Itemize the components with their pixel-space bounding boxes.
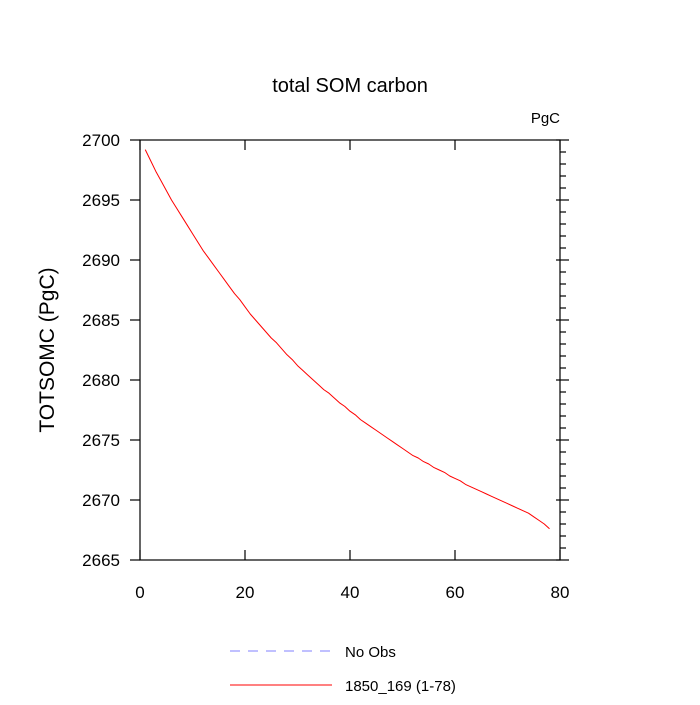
- y-tick-label: 2665: [82, 551, 120, 570]
- chart-title: total SOM carbon: [272, 75, 428, 97]
- legend-item-no-obs: No Obs: [230, 644, 396, 661]
- series-line-0: [144, 149, 550, 530]
- y-axis-label: TOTSOMC (PgC): [36, 267, 59, 432]
- y-tick-label: 2695: [82, 191, 120, 210]
- tick-labels: 0 20 40 60 80 2665 2670 2675 2680 2685 2690 2695 270…: [82, 131, 569, 602]
- series-layer: [144, 149, 550, 530]
- x-tick-label: 60: [446, 583, 465, 602]
- y-tick-label: 2670: [82, 491, 120, 510]
- y-tick-label: 2675: [82, 431, 120, 450]
- plot-frame: [139, 139, 561, 561]
- x-tick-label: 80: [551, 583, 570, 602]
- x-tick-label: 40: [341, 583, 360, 602]
- legend-label-1850-169: 1850_169 (1-78): [345, 678, 456, 695]
- y-tick-label: 2685: [82, 311, 120, 330]
- y-tick-label: 2690: [82, 251, 120, 270]
- units-label: PgC: [531, 110, 560, 127]
- y-tick-label: 2700: [82, 131, 120, 150]
- x-tick-label: 20: [236, 583, 255, 602]
- legend: No Obs 1850_169 (1-78): [230, 644, 456, 695]
- tick-marks: [130, 139, 569, 561]
- legend-item-1850-169: 1850_169 (1-78): [230, 678, 456, 695]
- x-tick-label: 0: [135, 583, 144, 602]
- y-tick-label: 2680: [82, 371, 120, 390]
- legend-label-no-obs: No Obs: [345, 644, 396, 661]
